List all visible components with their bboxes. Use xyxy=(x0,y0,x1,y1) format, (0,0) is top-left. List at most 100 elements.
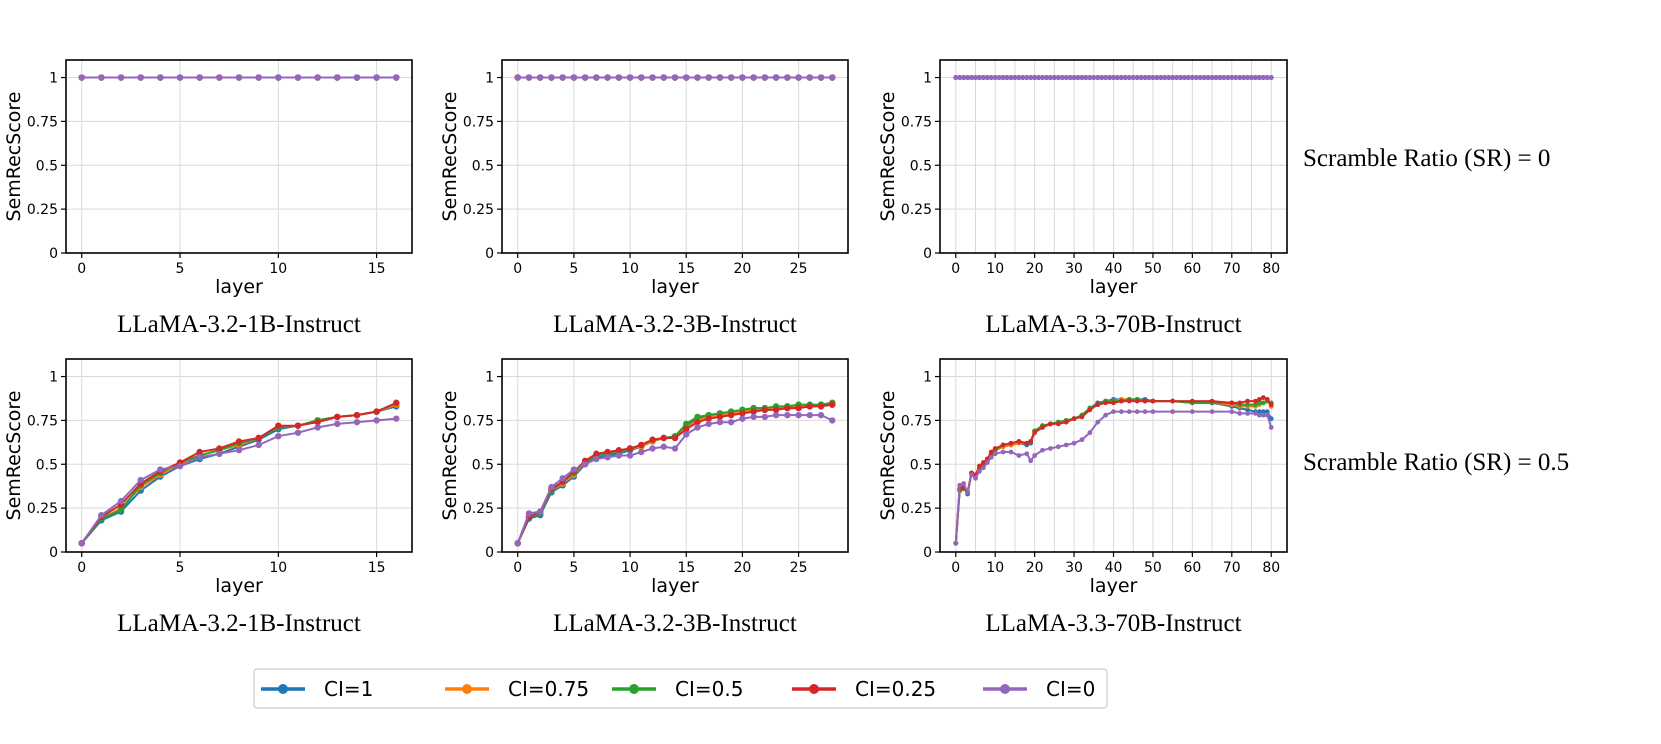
x-tick-label: 5 xyxy=(176,560,185,576)
y-tick-label: 1 xyxy=(485,71,494,87)
data-point xyxy=(1146,75,1152,80)
data-point xyxy=(1264,412,1270,418)
x-tick-label: 0 xyxy=(77,261,86,277)
data-point xyxy=(649,436,656,443)
y-tick-label: 0.5 xyxy=(36,457,58,473)
y-tick-label: 0 xyxy=(923,545,932,561)
legend-item: CI=0.5 xyxy=(612,677,743,701)
data-point xyxy=(615,447,623,454)
legend: CI=1 CI=0.75 CI=0.5 CI=0.25 CI=0 xyxy=(253,668,1108,709)
y-tick-label: 0.5 xyxy=(36,158,58,174)
legend-label: CI=0 xyxy=(1046,677,1095,701)
data-point xyxy=(1103,75,1109,80)
data-point xyxy=(1103,412,1109,418)
data-point xyxy=(514,74,521,81)
chart-panel-3: 0 5 10 15 0 0.25 0.5 0.75 1 layer SemRecScore LLaMA… xyxy=(3,358,413,637)
data-point xyxy=(980,75,986,80)
data-point xyxy=(660,434,667,442)
data-point xyxy=(1256,412,1262,418)
data-point xyxy=(671,434,679,442)
panel-title: LLaMA-3.3-70B-Instruct xyxy=(985,610,1241,637)
data-point xyxy=(275,422,282,429)
y-tick-label: 0 xyxy=(49,246,58,262)
data-point xyxy=(992,451,998,457)
row-label-sr-0: Scramble Ratio (SR) = 0 xyxy=(1303,145,1550,172)
series-line xyxy=(80,417,397,544)
data-point xyxy=(1051,75,1057,80)
data-point xyxy=(984,460,990,465)
y-tick-label: 0 xyxy=(485,545,494,561)
data-point xyxy=(750,413,757,421)
data-point xyxy=(604,448,611,456)
x-tick-label: 80 xyxy=(1262,560,1280,576)
y-tick-label: 1 xyxy=(923,71,932,87)
y-tick-label: 0.75 xyxy=(463,413,494,429)
data-point xyxy=(1048,75,1053,80)
data-point xyxy=(638,441,645,449)
data-point xyxy=(977,468,982,474)
y-tick-label: 0.25 xyxy=(27,501,58,517)
data-point xyxy=(1237,75,1243,80)
data-point xyxy=(1063,419,1069,425)
data-point xyxy=(1221,75,1227,80)
x-tick-label: 40 xyxy=(1105,560,1123,576)
data-point xyxy=(570,466,578,473)
data-point xyxy=(761,74,769,81)
x-tick-label: 5 xyxy=(569,261,578,277)
x-tick-label: 10 xyxy=(621,261,639,277)
x-axis-label: layer xyxy=(651,276,699,298)
legend-label: CI=1 xyxy=(324,677,373,701)
data-point xyxy=(1111,75,1116,80)
legend-item: CI=0.75 xyxy=(445,677,589,701)
data-point xyxy=(1245,410,1250,416)
data-point xyxy=(1028,458,1034,464)
series-group xyxy=(953,395,1274,546)
data-point xyxy=(795,74,802,81)
data-point xyxy=(1268,402,1274,408)
data-point xyxy=(615,74,623,81)
data-point xyxy=(78,540,85,547)
panel-title: LLaMA-3.3-70B-Instruct xyxy=(985,311,1241,338)
y-tick-label: 1 xyxy=(49,71,58,87)
x-tick-label: 10 xyxy=(269,261,287,277)
chart-panel-5: 0 10 20 30 40 50 60 70 80 0 0.25 0.5 0.75 1 layer SemRe… xyxy=(877,358,1288,637)
x-axis-label: layer xyxy=(215,575,263,597)
data-point xyxy=(275,433,282,440)
y-axis-label: SemRecScore xyxy=(877,92,899,222)
y-tick-label: 0.75 xyxy=(901,413,932,429)
data-point xyxy=(1020,75,1026,80)
data-point xyxy=(1260,395,1266,400)
data-point xyxy=(806,411,814,419)
data-point xyxy=(176,462,184,470)
data-point xyxy=(373,417,380,424)
data-point xyxy=(373,74,380,81)
data-point xyxy=(727,74,735,81)
data-point xyxy=(727,418,735,426)
data-point xyxy=(1000,75,1006,80)
data-point xyxy=(1189,398,1195,404)
data-point xyxy=(1040,425,1045,430)
data-point xyxy=(1036,75,1041,80)
y-axis-label: SemRecScore xyxy=(439,391,461,521)
data-point xyxy=(694,418,701,426)
data-point xyxy=(1122,75,1128,80)
x-tick-label: 30 xyxy=(1065,560,1083,576)
legend-label: CI=0.25 xyxy=(855,677,936,701)
chart-panel-2: 0 10 20 30 40 50 60 70 80 0 0.25 0.5 0.75 1 layer SemRe… xyxy=(877,59,1288,338)
data-point xyxy=(739,410,746,417)
data-point xyxy=(1268,75,1274,80)
data-point xyxy=(1170,409,1176,415)
data-point xyxy=(1264,396,1270,402)
data-point xyxy=(739,415,746,422)
legend-item: CI=1 xyxy=(261,677,373,701)
y-tick-label: 1 xyxy=(49,370,58,386)
data-point xyxy=(969,75,974,80)
x-tick-label: 25 xyxy=(790,261,808,277)
data-point xyxy=(604,74,611,81)
data-point xyxy=(581,461,589,468)
y-tick-label: 0 xyxy=(485,246,494,262)
y-tick-label: 1 xyxy=(485,370,494,386)
data-point xyxy=(795,411,802,419)
data-point xyxy=(216,450,223,457)
